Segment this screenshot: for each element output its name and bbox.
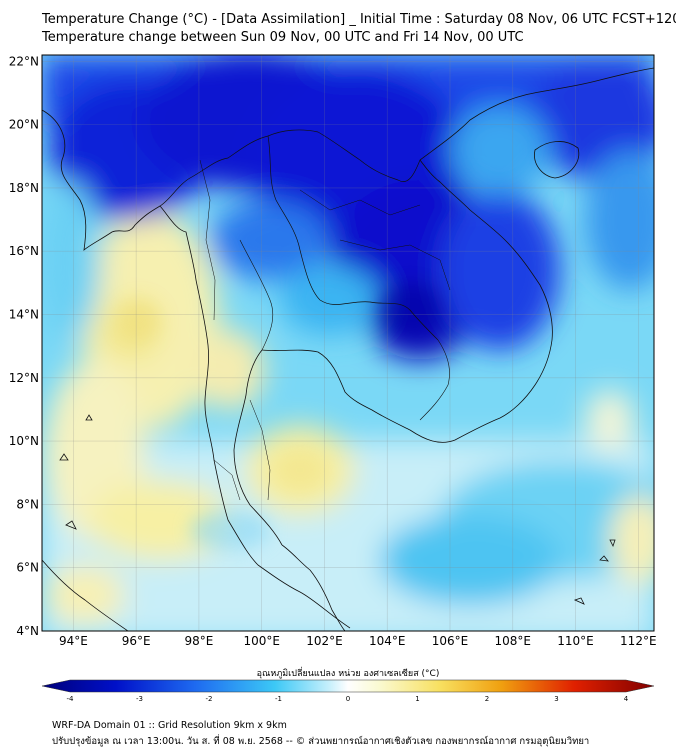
latitude-label: 20°N bbox=[9, 118, 39, 132]
latitude-label: 18°N bbox=[9, 181, 39, 195]
colorbar-tick-label: 3 bbox=[554, 695, 558, 703]
colorbar-tick-label: -1 bbox=[275, 695, 282, 703]
colorbar bbox=[41, 679, 655, 693]
coastlines-borders bbox=[42, 67, 654, 631]
longitude-label: 100°E bbox=[243, 634, 280, 648]
chart-title: Temperature Change (°C) - [Data Assimila… bbox=[42, 12, 676, 27]
longitude-label: 112°E bbox=[620, 634, 657, 648]
latitude-label: 8°N bbox=[16, 497, 39, 511]
footer-update-info: ปรับปรุงข้อมูล ณ เวลา 13:00น. วัน ส. ที่… bbox=[52, 736, 590, 747]
graticule bbox=[42, 55, 654, 631]
chart-subtitle: Temperature change between Sun 09 Nov, 0… bbox=[42, 30, 524, 45]
colorbar-tick-label: 4 bbox=[624, 695, 629, 703]
colorbar-label: อุณหภูมิเปลี่ยนแปลง หน่วย องศาเซลเซียส (… bbox=[257, 666, 440, 679]
longitude-label: 96°E bbox=[122, 634, 151, 648]
latitude-label: 16°N bbox=[9, 244, 39, 258]
latitude-label: 22°N bbox=[9, 54, 39, 68]
longitude-label: 94°E bbox=[59, 634, 88, 648]
colorbar-tick-label: -2 bbox=[206, 695, 213, 703]
footer-domain-info: WRF-DA Domain 01 :: Grid Resolution 9km … bbox=[52, 720, 287, 731]
latitude-labels: 22°N 20°N 18°N 16°N 14°N 12°N 10°N 8°N 6°N 4°N bbox=[9, 54, 39, 638]
longitude-labels: 94°E 96°E 98°E 100°E 102°E 104°E 106°E 108°E 110… bbox=[59, 634, 657, 648]
temperature-field bbox=[42, 55, 654, 631]
longitude-label: 98°E bbox=[184, 634, 213, 648]
latitude-label: 14°N bbox=[9, 308, 39, 322]
latitude-label: 10°N bbox=[9, 434, 39, 448]
colorbar-tick-label: 1 bbox=[415, 695, 419, 703]
temperature-change-map: 22°N 20°N 18°N 16°N 14°N 12°N 10°N 8°N 6°N 4°N 94… bbox=[9, 54, 657, 703]
longitude-label: 106°E bbox=[432, 634, 469, 648]
colorbar-ticks: -4 -3 -2 -1 0 1 2 3 4 bbox=[67, 695, 629, 703]
longitude-label: 102°E bbox=[306, 634, 343, 648]
latitude-label: 12°N bbox=[9, 371, 39, 385]
longitude-label: 108°E bbox=[495, 634, 532, 648]
colorbar-tick-label: 2 bbox=[485, 695, 489, 703]
latitude-label: 6°N bbox=[16, 561, 39, 575]
colorbar-tick-label: 0 bbox=[346, 695, 350, 703]
longitude-label: 110°E bbox=[557, 634, 594, 648]
map-frame bbox=[41, 54, 655, 632]
colorbar-tick-label: -4 bbox=[67, 695, 75, 703]
longitude-label: 104°E bbox=[369, 634, 406, 648]
latitude-label: 4°N bbox=[16, 624, 39, 638]
colorbar-tick-label: -3 bbox=[136, 695, 143, 703]
